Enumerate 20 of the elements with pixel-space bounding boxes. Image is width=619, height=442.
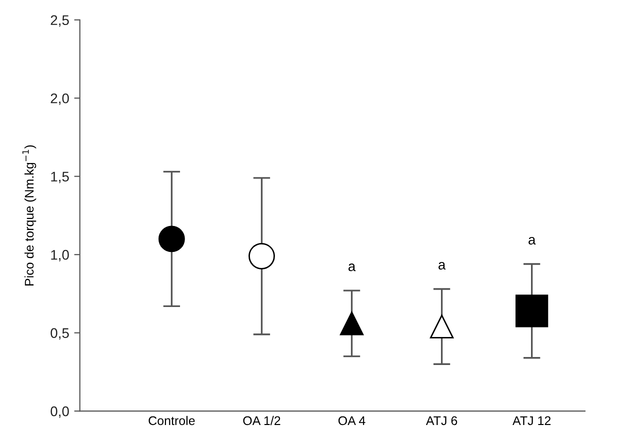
y-tick-label: 0,0 [50,406,69,418]
y-tick-label: 1,0 [51,250,69,262]
x-tick-label: ATJ 12 [512,416,551,426]
x-tick-label: ATJ 6 [426,416,458,426]
point [340,312,364,336]
y-tick-label: 1,5 [51,172,69,184]
annotation: a [528,236,536,245]
point [248,242,275,270]
y-axis-title: Pico de torque (Nm.kg$^{−1}$) [22,145,36,286]
annotation: a [348,264,356,272]
x-tick-label: Controle [148,416,195,426]
point [158,226,185,252]
annotation: a [438,262,446,270]
x-tick-label: OA 1/2 [243,416,280,426]
y-tick-label: 0,5 [50,328,69,340]
y-tick-label: 2,0 [50,93,69,105]
point [430,314,454,338]
y-tick-label: 2,5 [50,15,69,27]
point [516,294,548,328]
x-tick-label: OA 4 [338,416,366,426]
